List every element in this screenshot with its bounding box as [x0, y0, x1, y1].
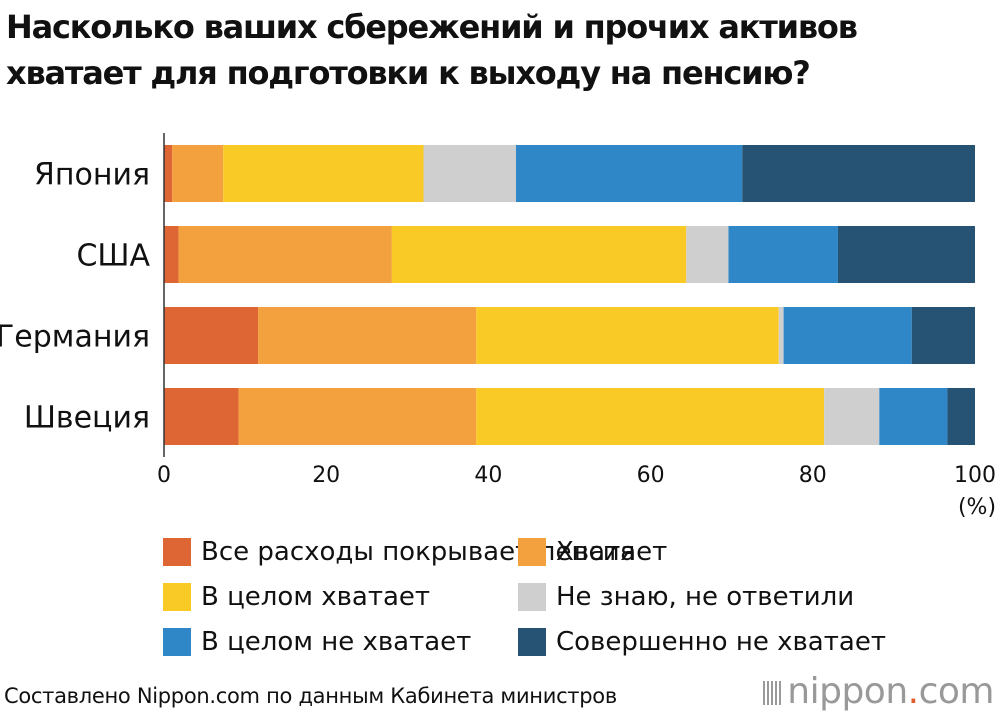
chart-legend: Все расходы покрывает пенсия Хватает В цел…: [163, 535, 983, 659]
bar-segment-1-6: [742, 145, 975, 202]
legend-label-6: Совершенно не хватает: [556, 627, 886, 657]
legend-item-3: В целом хватает: [163, 580, 518, 614]
x-axis: 0 20 40 60 80 100 (%): [157, 133, 996, 520]
x-tick-label-6: 100: [954, 463, 996, 488]
legend-label-5: В целом не хватает: [201, 627, 472, 657]
legend-swatch-2: [518, 538, 546, 566]
bar-segment-1-4: [423, 145, 516, 202]
legend-item-6: Совершенно не хватает: [518, 625, 978, 659]
legend-label-4: Не знаю, не ответили: [556, 582, 855, 612]
legend-item-2: Хватает: [518, 535, 978, 569]
bar-segment-2-3: [391, 226, 687, 283]
legend-swatch-1: [163, 538, 191, 566]
bar-segment-4-3: [476, 388, 825, 445]
x-tick-label-4: 60: [637, 463, 665, 488]
source-note: Составлено Nippon.com по данным Кабинета…: [4, 684, 617, 708]
nippon-logo-icon: [763, 681, 782, 705]
bar-segment-1-1: [164, 145, 173, 202]
bar-segment-2-2: [178, 226, 392, 283]
legend-label-3: В целом хватает: [201, 582, 431, 612]
category-labels: Япония США Германия Швеция: [0, 158, 150, 436]
bar-group: [164, 145, 975, 445]
x-tick-label-3: 40: [474, 463, 502, 488]
bar-segment-2-6: [837, 226, 975, 283]
bar-segment-1-2: [172, 145, 224, 202]
bar-segment-4-1: [164, 388, 239, 445]
bar-segment-3-1: [164, 307, 259, 364]
logo-name: nippon: [787, 671, 908, 712]
legend-swatch-6: [518, 628, 546, 656]
bar-segment-3-4: [778, 307, 784, 364]
nippon-logo[interactable]: nippon.com: [763, 671, 995, 712]
bar-segment-4-2: [238, 388, 477, 445]
bar-segment-2-5: [728, 226, 838, 283]
stacked-bar-chart: Япония США Германия Швеция 0 20 40 60 80 100 (%): [0, 133, 996, 520]
chart-title-line-1: Насколько ваших сбережений и прочих акти…: [6, 8, 858, 46]
category-label-3: Германия: [0, 320, 150, 355]
logo-dot: .: [907, 671, 919, 712]
legend-swatch-5: [163, 628, 191, 656]
bar-segment-2-1: [164, 226, 179, 283]
legend-item-5: В целом не хватает: [163, 625, 518, 659]
bar-segment-2-4: [686, 226, 729, 283]
legend-swatch-3: [163, 583, 191, 611]
bar-segment-1-5: [515, 145, 743, 202]
bar-segment-3-2: [258, 307, 477, 364]
legend-item-4: Не знаю, не ответили: [518, 580, 978, 614]
category-label-1: Япония: [34, 158, 150, 193]
x-tick-label-5: 80: [799, 463, 827, 488]
bar-segment-1-3: [223, 145, 424, 202]
chart-title: Насколько ваших сбережений и прочих акти…: [6, 4, 996, 96]
bar-segment-4-6: [947, 388, 975, 445]
chart-title-line-2: хватает для подготовки к выходу на пенси…: [6, 54, 811, 92]
x-tick-label-2: 20: [312, 463, 340, 488]
bar-segment-4-5: [879, 388, 948, 445]
legend-swatch-4: [518, 583, 546, 611]
logo-suffix: com: [918, 671, 995, 712]
bar-segment-4-4: [824, 388, 880, 445]
category-label-2: США: [76, 239, 150, 274]
legend-label-1: Все расходы покрывает пенсия: [201, 537, 636, 567]
x-tick-label-1: 0: [157, 463, 171, 488]
bar-segment-3-3: [476, 307, 779, 364]
legend-label-2: Хватает: [556, 537, 668, 567]
legend-item-1: Все расходы покрывает пенсия: [163, 535, 635, 569]
bar-segment-3-6: [911, 307, 975, 364]
category-label-4: Швеция: [24, 401, 150, 436]
x-axis-unit: (%): [958, 495, 996, 520]
bar-segment-3-5: [783, 307, 912, 364]
